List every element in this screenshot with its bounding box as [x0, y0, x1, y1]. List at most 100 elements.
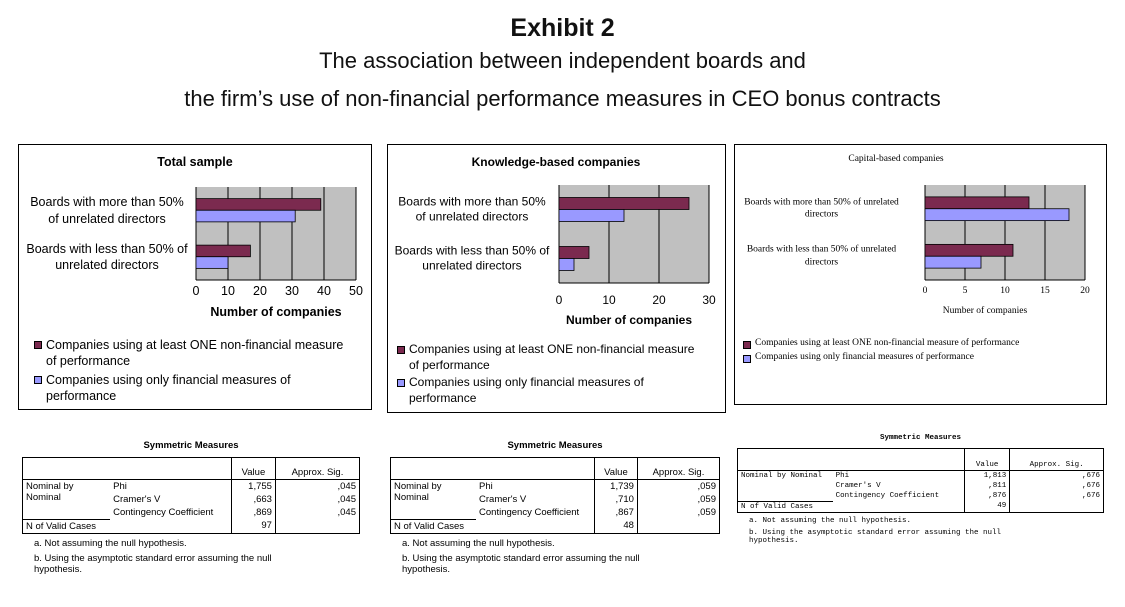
table-row: Value Approx. Sig.: [391, 457, 720, 480]
table-cell: ,676: [1081, 482, 1100, 490]
legend-label: Companies using only financial measures …: [46, 372, 291, 403]
table-cell: [637, 519, 719, 533]
chart-title: Total sample: [157, 155, 233, 169]
footnote: b. Using the asymptotic standard error a…: [402, 552, 640, 575]
legend-label: Companies using at least ONE non-financi…: [755, 338, 1020, 348]
chart-panel: [734, 144, 1107, 405]
table-cell: Value: [964, 448, 1011, 471]
table: Value Approx. Sig. Nominal by Nominal Phi 1,…: [737, 448, 1104, 513]
legend-item: Companies using at least ONE non-financi…: [743, 337, 1033, 349]
table-cell: ,059: [697, 494, 717, 505]
table-row: Cramer's V ,663 ,045: [23, 493, 360, 506]
table-cell: Cramer's V: [110, 493, 232, 506]
footnote: b. Using the asymptotic standard error a…: [749, 528, 1002, 545]
table-cell: ,811: [964, 481, 1011, 491]
table-cell: ,045: [337, 494, 357, 505]
table-cell: ,045: [275, 479, 360, 493]
table-cell: Phi: [476, 479, 595, 493]
legend-swatch: [743, 355, 751, 364]
table-cell: Value: [231, 457, 276, 480]
table-cell: 48: [594, 519, 638, 533]
table-cell: [110, 457, 232, 480]
subtitle: The association between independent boar…: [319, 48, 806, 73]
table-cell: 49: [964, 501, 1011, 512]
bar: [558, 197, 690, 210]
table-cell: [476, 457, 595, 480]
table-cell: 1,813: [964, 470, 1011, 481]
table-row: Nominal by Nominal Phi 1,739,059: [390, 479, 720, 520]
legend-swatch: [34, 341, 42, 349]
table-cell: Nominal by Nominal: [390, 479, 477, 520]
table-cell: ,676: [1009, 470, 1104, 481]
table: Value Approx. Sig. Nominal by Nominal Phi 1,…: [390, 457, 720, 534]
table-cell: Cramer's V: [476, 493, 595, 506]
table-cell: [1010, 501, 1104, 512]
x-tick-label: 20: [1080, 286, 1090, 296]
table-row: Contingency Coefficient ,867 ,059: [391, 506, 720, 519]
table-cell: Contingency Coefficient: [476, 506, 595, 519]
table-cell: Cramer's V: [832, 481, 965, 491]
table-block: Symmetric Measures Value Approx. Sig. Nomin…: [737, 434, 1104, 545]
table-row: Contingency Coefficient ,869 ,045: [23, 506, 360, 519]
table-cell: ,710: [594, 493, 638, 506]
bar: [558, 258, 575, 271]
table-cell: Value: [594, 457, 638, 480]
legend-item: Companies using at least ONE non-financi…: [397, 342, 702, 373]
bar: [558, 246, 590, 259]
table-row: Nominal by Nominal Phi 1,755,045: [22, 479, 360, 520]
table-cell: [832, 448, 965, 471]
table-title: Symmetric Measures: [143, 440, 239, 451]
table-cell: ,663: [231, 493, 276, 506]
category-label: Boards with less than 50% of unrelated d…: [394, 242, 550, 273]
table-cell: N of Valid Cases: [22, 519, 232, 533]
bar: [195, 244, 251, 258]
table-cell: Approx. Sig.: [275, 457, 360, 480]
bar: [195, 209, 296, 223]
bar: [924, 255, 982, 269]
x-tick-label: 15: [1040, 286, 1050, 296]
x-tick-label: 20: [253, 284, 267, 298]
legend-swatch: [397, 346, 405, 354]
table-cell: 97: [231, 519, 276, 533]
table-cell: N of Valid Cases: [390, 519, 595, 533]
table-row: Value Approx. Sig.: [23, 457, 360, 480]
bar: [558, 209, 625, 222]
table-cell: Phi: [832, 470, 965, 481]
table-cell: N of Valid Cases: [737, 501, 965, 512]
x-tick-label: 30: [702, 293, 716, 307]
category-label: Boards with more than 50% of unrelated d…: [30, 195, 184, 226]
category-label: Boards with less than 50% of unrelated d…: [746, 244, 897, 268]
chart-panel: [387, 144, 726, 413]
legend-item: Companies using only financial measures …: [34, 372, 354, 405]
table-cell: Nominal by Nominal: [22, 479, 111, 520]
x-tick-label: 50: [349, 284, 363, 298]
x-tick-label: 10: [602, 293, 616, 307]
x-tick-label: 40: [317, 284, 331, 298]
legend-item: Companies using at least ONE non-financi…: [34, 337, 354, 370]
table-cell: ,059: [697, 507, 717, 518]
table-row: Contingency Coefficient ,876 ,676: [738, 491, 1104, 501]
table-cell: ,045: [337, 507, 357, 518]
table-cell: [391, 458, 477, 480]
chart-title: Capital-based companies: [848, 154, 944, 164]
table-block: Symmetric Measures Value Approx. Sig. Nomin…: [390, 440, 720, 575]
table-cell: ,876: [964, 491, 1011, 501]
footnote: a. Not assuming the null hypothesis.: [34, 537, 187, 549]
x-axis-label: Number of companies: [942, 306, 1028, 316]
table: Value Approx. Sig. Nominal by Nominal Phi 1,…: [22, 457, 360, 534]
bar: [924, 208, 1070, 222]
x-tick-label: 10: [1000, 286, 1010, 296]
legend-item: Companies using only financial measures …: [743, 351, 1033, 364]
x-tick-label: 20: [652, 293, 666, 307]
table-cell: Contingency Coefficient: [832, 491, 965, 501]
category-label: Boards with less than 50% of unrelated d…: [26, 241, 188, 272]
table-cell: Nominal by Nominal: [737, 470, 833, 502]
table-row: N of Valid Cases 97: [22, 519, 360, 533]
x-tick-label: 30: [285, 284, 299, 298]
table-row: N of Valid Cases 49: [737, 501, 1104, 512]
bar: [924, 243, 1014, 257]
table-cell: ,059: [637, 479, 720, 493]
x-tick-label: 10: [221, 284, 235, 298]
table-cell: ,867: [594, 506, 638, 519]
table-block: Symmetric Measures Value Approx. Sig. Nomin…: [22, 440, 360, 575]
